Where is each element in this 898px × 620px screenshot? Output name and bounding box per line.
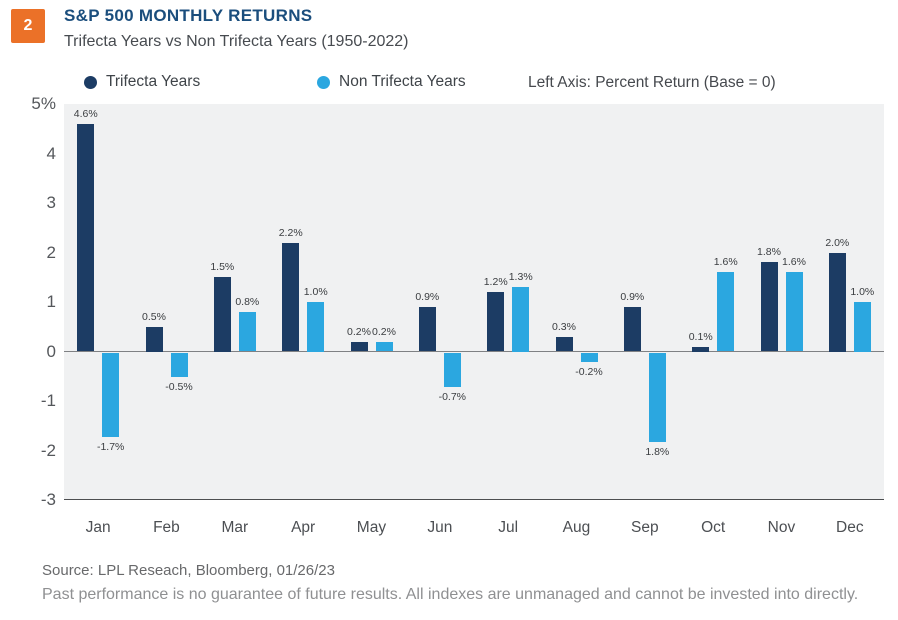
bar-mar-non-trifecta bbox=[238, 311, 256, 352]
bar-value-label: 1.6% bbox=[713, 256, 738, 269]
bar-value-label: 1.3% bbox=[508, 271, 533, 284]
y-axis-tick-label: 3 bbox=[46, 193, 56, 212]
y-axis-tick-label: 1 bbox=[46, 292, 56, 311]
y-axis-tick-label: 5% bbox=[31, 94, 56, 113]
bar-feb-non-trifecta bbox=[170, 352, 188, 378]
bar-may-trifecta bbox=[350, 341, 368, 352]
bar-jul-non-trifecta bbox=[512, 287, 530, 352]
bar-oct-trifecta bbox=[692, 346, 710, 352]
bar-value-label: 0.3% bbox=[552, 320, 576, 333]
bar-value-label: 2.2% bbox=[278, 226, 303, 239]
non-trifecta-legend-dot-icon bbox=[317, 75, 330, 89]
bar-nov-trifecta bbox=[760, 262, 778, 352]
bar-value-label: -0.5% bbox=[165, 381, 193, 394]
figure-number-badge: 2 bbox=[11, 9, 45, 43]
bar-sep-trifecta bbox=[623, 306, 641, 352]
x-axis-label-nov: Nov bbox=[767, 519, 796, 536]
source-text: Source: LPL Reseach, Bloomberg, 01/26/23 bbox=[42, 562, 335, 579]
bar-oct-non-trifecta bbox=[717, 272, 735, 352]
bar-value-label: 1.0% bbox=[850, 286, 875, 298]
bar-value-label: 0.9% bbox=[620, 290, 645, 303]
bar-value-label: 1.2% bbox=[483, 276, 508, 289]
bar-value-label: 1.0% bbox=[303, 286, 328, 298]
x-axis-label-jan: Jan bbox=[85, 519, 111, 536]
y-axis-tick-label: -2 bbox=[40, 440, 56, 460]
bar-value-label: 2.0% bbox=[825, 236, 850, 249]
bar-value-label: -0.7% bbox=[438, 391, 467, 404]
bar-value-label: 0.2% bbox=[372, 325, 396, 338]
bar-value-label: -0.2% bbox=[575, 366, 603, 379]
bar-sep-non-trifecta bbox=[648, 352, 666, 442]
bar-aug-trifecta bbox=[555, 336, 573, 352]
x-axis-label-jun: Jun bbox=[427, 519, 453, 536]
bar-jun-non-trifecta bbox=[443, 352, 461, 388]
trifecta-legend-dot-icon bbox=[84, 75, 97, 89]
bar-jan-non-trifecta bbox=[102, 352, 120, 437]
x-axis-label-oct: Oct bbox=[701, 519, 726, 536]
x-axis-label-jul: Jul bbox=[498, 519, 519, 536]
x-axis-label-may: May bbox=[356, 519, 387, 536]
x-axis-label-dec: Dec bbox=[836, 519, 864, 536]
legend-label-trifecta: Trifecta Years bbox=[106, 73, 201, 90]
bar-aug-non-trifecta bbox=[580, 352, 598, 363]
bar-jul-trifecta bbox=[487, 292, 505, 352]
bar-feb-trifecta bbox=[145, 326, 163, 352]
bar-mar-trifecta bbox=[213, 277, 231, 352]
zero-baseline bbox=[64, 351, 884, 352]
bar-value-label: 1.5% bbox=[210, 261, 235, 274]
disclaimer-text: Past performance is no guarantee of futu… bbox=[42, 586, 859, 603]
bar-value-label: 1.6% bbox=[782, 256, 806, 269]
legend-item-trifecta: Trifecta Years bbox=[84, 73, 200, 91]
bar-chart-plot-area: 4.6% -1.7% 0.5% -0.5% 1.5% 0.8% 2.2% 1.0% 0.2% 0.… bbox=[64, 104, 884, 500]
bar-apr-trifecta bbox=[282, 242, 300, 352]
y-axis-tick-label: -1 bbox=[40, 391, 56, 410]
bar-value-label: -1.7% bbox=[96, 440, 125, 453]
x-axis-label-sep: Sep bbox=[631, 519, 659, 536]
bar-dec-trifecta bbox=[828, 252, 846, 352]
bar-value-label: 0.1% bbox=[688, 330, 713, 343]
page-title: S&P 500 MONTHLY RETURNS bbox=[64, 6, 313, 25]
legend-label-non-trifecta: Non Trifecta Years bbox=[339, 73, 466, 90]
bar-dec-non-trifecta bbox=[853, 302, 871, 352]
bar-value-label: 0.5% bbox=[142, 310, 166, 323]
bar-jun-trifecta bbox=[418, 306, 436, 352]
page-subtitle: Trifecta Years vs Non Trifecta Years (19… bbox=[64, 33, 409, 50]
legend-item-non-trifecta: Non Trifecta Years bbox=[317, 73, 466, 91]
bar-value-label: 4.6% bbox=[73, 107, 98, 120]
x-axis-label-feb: Feb bbox=[153, 519, 180, 536]
bar-value-label: 1.8% bbox=[645, 445, 670, 458]
bar-value-label: 0.8% bbox=[235, 295, 260, 308]
x-axis-label-apr: Apr bbox=[291, 519, 316, 536]
y-axis-tick-label: 4 bbox=[46, 143, 56, 163]
x-axis-label-aug: Aug bbox=[562, 519, 591, 536]
left-axis-note: Left Axis: Percent Return (Base = 0) bbox=[528, 74, 776, 91]
bar-value-label: 1.8% bbox=[757, 246, 781, 259]
y-axis-tick-label: 0 bbox=[46, 341, 56, 361]
bar-nov-non-trifecta bbox=[785, 272, 803, 352]
bar-apr-non-trifecta bbox=[307, 302, 325, 352]
y-axis-tick-label: -3 bbox=[40, 490, 56, 509]
x-axis-label-mar: Mar bbox=[221, 519, 249, 536]
bar-value-label: 0.2% bbox=[347, 325, 371, 338]
bar-may-non-trifecta bbox=[375, 341, 393, 352]
y-axis-tick-label: 2 bbox=[46, 242, 56, 262]
bar-jan-trifecta bbox=[77, 123, 95, 352]
bar-value-label: 0.9% bbox=[415, 290, 440, 303]
